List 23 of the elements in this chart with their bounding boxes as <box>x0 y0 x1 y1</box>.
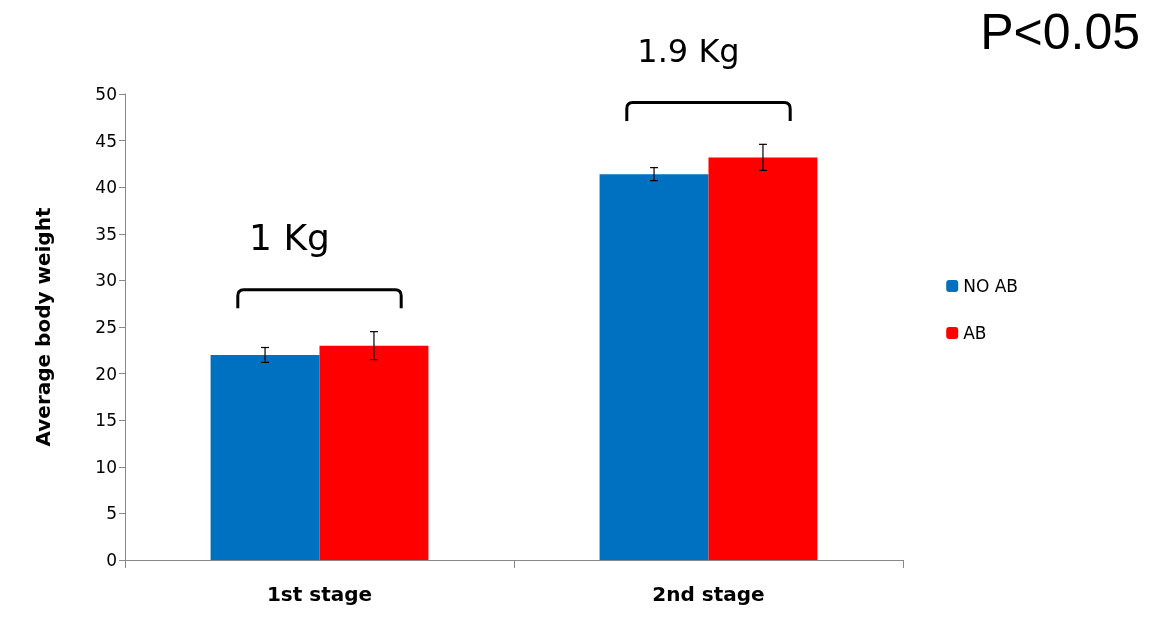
legend-label: AB <box>963 323 987 343</box>
y-tick-label: 30 <box>95 270 117 291</box>
y-tick-label: 10 <box>95 456 117 477</box>
text: P<0.05 <box>980 4 1141 60</box>
legend-label: NO AB <box>963 276 1018 296</box>
x-tick-label: 1st stage <box>266 582 373 606</box>
y-tick-label: 35 <box>95 223 117 244</box>
y-tick-label: 25 <box>95 317 117 337</box>
annotation: 1 Kg <box>249 216 330 258</box>
y-tick-label: 45 <box>95 130 117 151</box>
x-tick-label: 2nd stage <box>652 582 765 606</box>
text: 1.9 Kg <box>637 32 740 71</box>
y-tick-label: 15 <box>95 410 117 431</box>
y-tick-label: 50 <box>95 84 117 104</box>
y-tick-label: 0 <box>106 550 117 570</box>
bar <box>210 354 320 560</box>
y-tick-label: 40 <box>95 177 117 198</box>
bar <box>319 345 429 560</box>
y-tick-label: 20 <box>95 363 117 384</box>
bar <box>599 174 709 560</box>
bar <box>708 157 818 560</box>
y-axis-title: Average body weight <box>31 207 55 447</box>
y-tick-label: 5 <box>106 503 117 524</box>
